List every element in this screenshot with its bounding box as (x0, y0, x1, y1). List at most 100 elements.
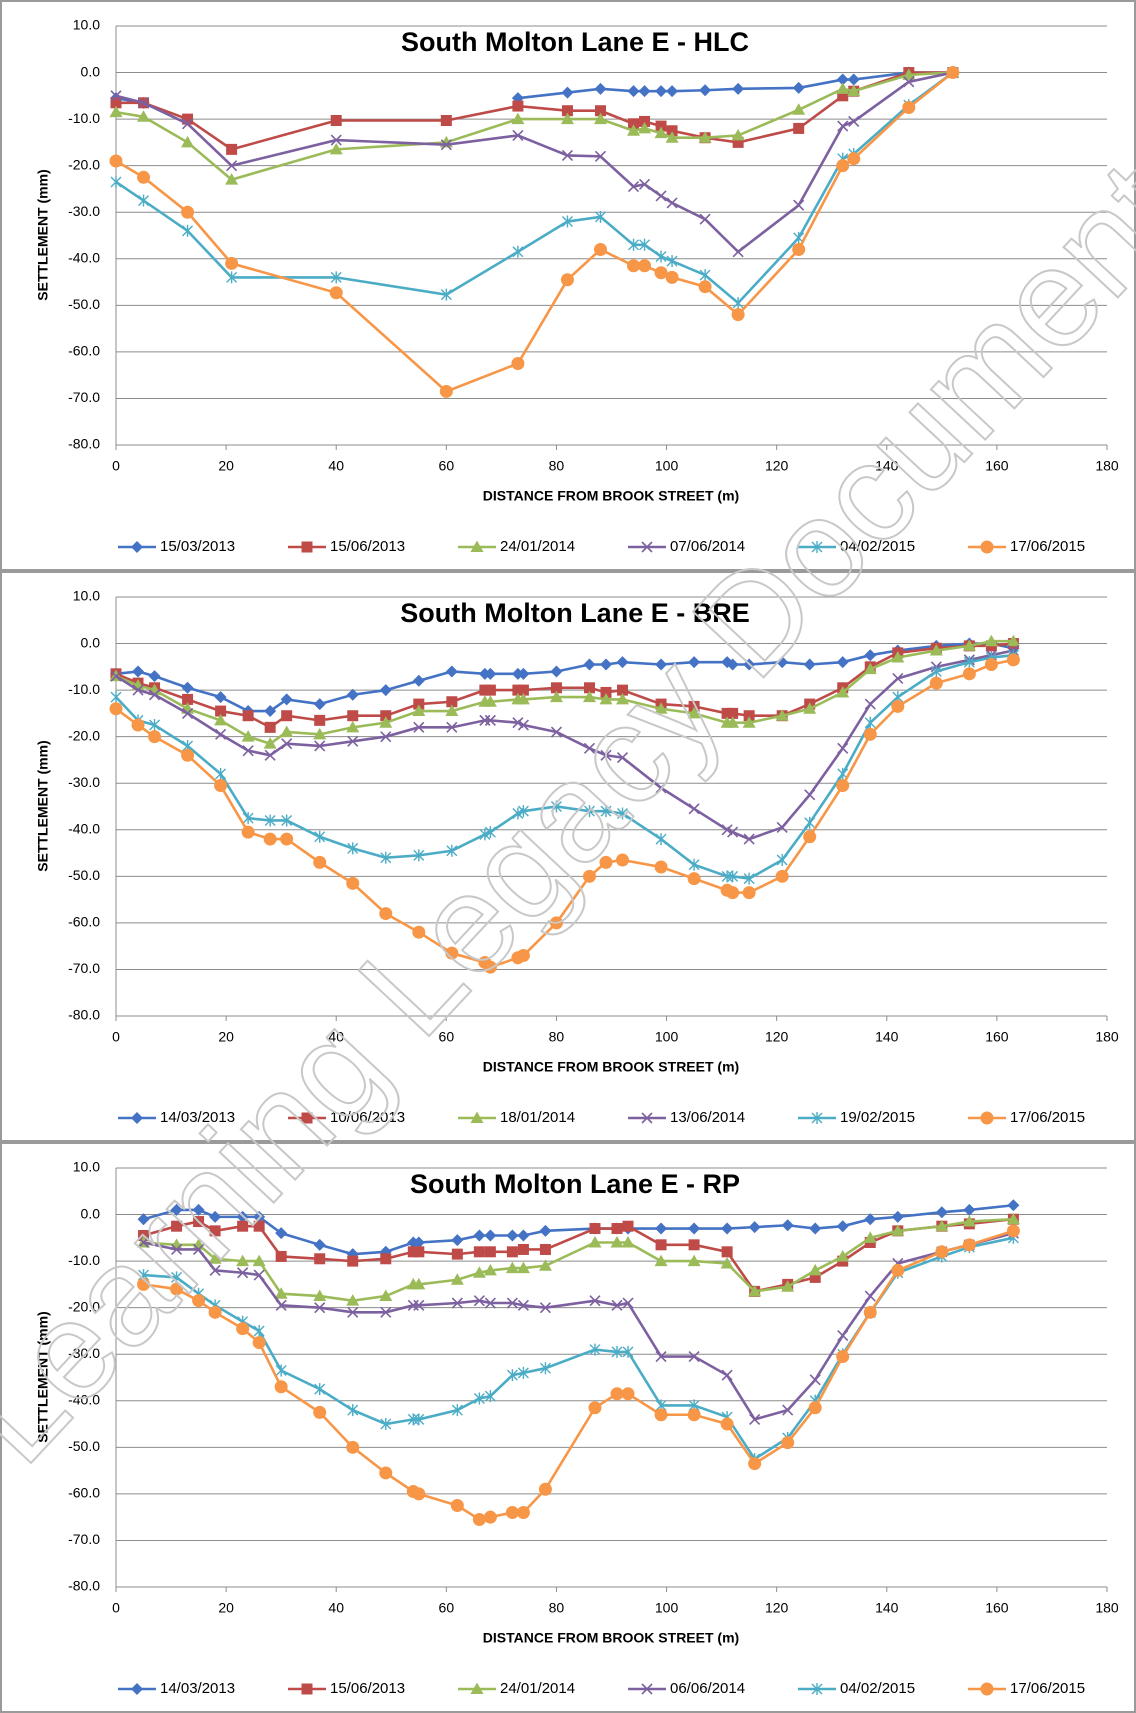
marker (980, 540, 994, 554)
marker (208, 1252, 222, 1264)
marker (748, 1221, 761, 1234)
marker (110, 97, 122, 109)
marker (137, 1277, 151, 1291)
marker (451, 1234, 464, 1247)
x-tick-label: 160 (985, 458, 1009, 474)
marker (512, 807, 524, 820)
x-tick-label: 140 (875, 458, 899, 474)
marker (479, 714, 491, 726)
marker (539, 1362, 551, 1375)
legend-label: 15/06/2013 (330, 1680, 405, 1697)
marker (655, 120, 667, 132)
marker (280, 832, 294, 846)
marker (280, 693, 293, 706)
marker (214, 713, 228, 726)
marker (655, 782, 667, 794)
marker (253, 1269, 265, 1281)
marker (214, 779, 228, 793)
marker (589, 1295, 601, 1307)
marker (137, 97, 150, 109)
marker (622, 1345, 634, 1358)
marker (193, 1243, 205, 1256)
marker (639, 238, 651, 251)
x-tick-label: 80 (549, 458, 565, 474)
marker (470, 1682, 484, 1694)
marker (380, 710, 392, 722)
marker (208, 1305, 222, 1319)
marker (473, 1392, 485, 1405)
marker (550, 665, 563, 678)
marker (688, 1350, 700, 1363)
marker (538, 1482, 552, 1496)
marker (792, 81, 805, 94)
series-line (116, 71, 953, 151)
marker (412, 1236, 425, 1249)
x-tick-label: 60 (439, 1029, 455, 1045)
marker (479, 828, 491, 841)
x-tick-label: 120 (765, 458, 789, 474)
x-tick-label: 160 (985, 1029, 1009, 1045)
marker (611, 1223, 623, 1235)
marker (698, 280, 712, 294)
y-tick-label: -10.0 (68, 681, 100, 697)
marker (891, 1263, 905, 1277)
marker (209, 1210, 222, 1223)
marker (809, 1222, 822, 1235)
marker (264, 814, 276, 827)
marker (1006, 1224, 1020, 1238)
marker (666, 125, 678, 137)
marker (301, 1683, 313, 1695)
marker (726, 658, 739, 671)
marker (314, 1383, 326, 1396)
marker (582, 690, 596, 703)
marker (980, 1111, 994, 1125)
marker (479, 684, 491, 696)
marker (446, 721, 458, 733)
legend-label: 04/02/2015 (840, 1680, 915, 1697)
marker (347, 1404, 359, 1417)
marker (962, 667, 976, 681)
watermark: Learning Legacy Document (0, 132, 1136, 1491)
marker (445, 704, 459, 717)
marker (666, 197, 678, 209)
marker (209, 1264, 221, 1276)
series-line (517, 71, 953, 100)
marker (484, 667, 497, 680)
marker (732, 82, 745, 95)
marker (721, 707, 733, 719)
y-tick-label: -50.0 (68, 296, 100, 312)
marker (505, 1261, 519, 1274)
marker (743, 833, 755, 845)
marker (611, 1345, 623, 1358)
marker (347, 842, 359, 855)
marker (781, 1219, 794, 1232)
marker (517, 1229, 530, 1242)
marker (214, 691, 227, 704)
marker (611, 1299, 623, 1311)
marker (346, 688, 359, 701)
marker (699, 213, 711, 225)
marker (726, 716, 740, 728)
y-tick-label: -80.0 (68, 1578, 100, 1594)
marker (517, 684, 529, 696)
marker (236, 1322, 250, 1336)
marker (182, 113, 194, 125)
y-tick-label: -10.0 (68, 110, 100, 126)
y-tick-label: 10.0 (73, 17, 100, 33)
marker (380, 851, 392, 864)
marker (237, 1220, 249, 1232)
legend-label: 04/02/2015 (840, 538, 915, 555)
marker (638, 259, 652, 273)
y-tick-label: 0.0 (81, 634, 101, 650)
marker (776, 821, 788, 834)
marker (517, 1299, 529, 1311)
marker (743, 872, 755, 885)
legend-label: 24/01/2014 (500, 1680, 575, 1697)
marker (804, 789, 816, 801)
marker (484, 684, 496, 696)
marker (594, 82, 607, 95)
marker (863, 662, 877, 675)
marker (511, 112, 525, 125)
marker (891, 699, 905, 713)
marker (347, 735, 359, 747)
